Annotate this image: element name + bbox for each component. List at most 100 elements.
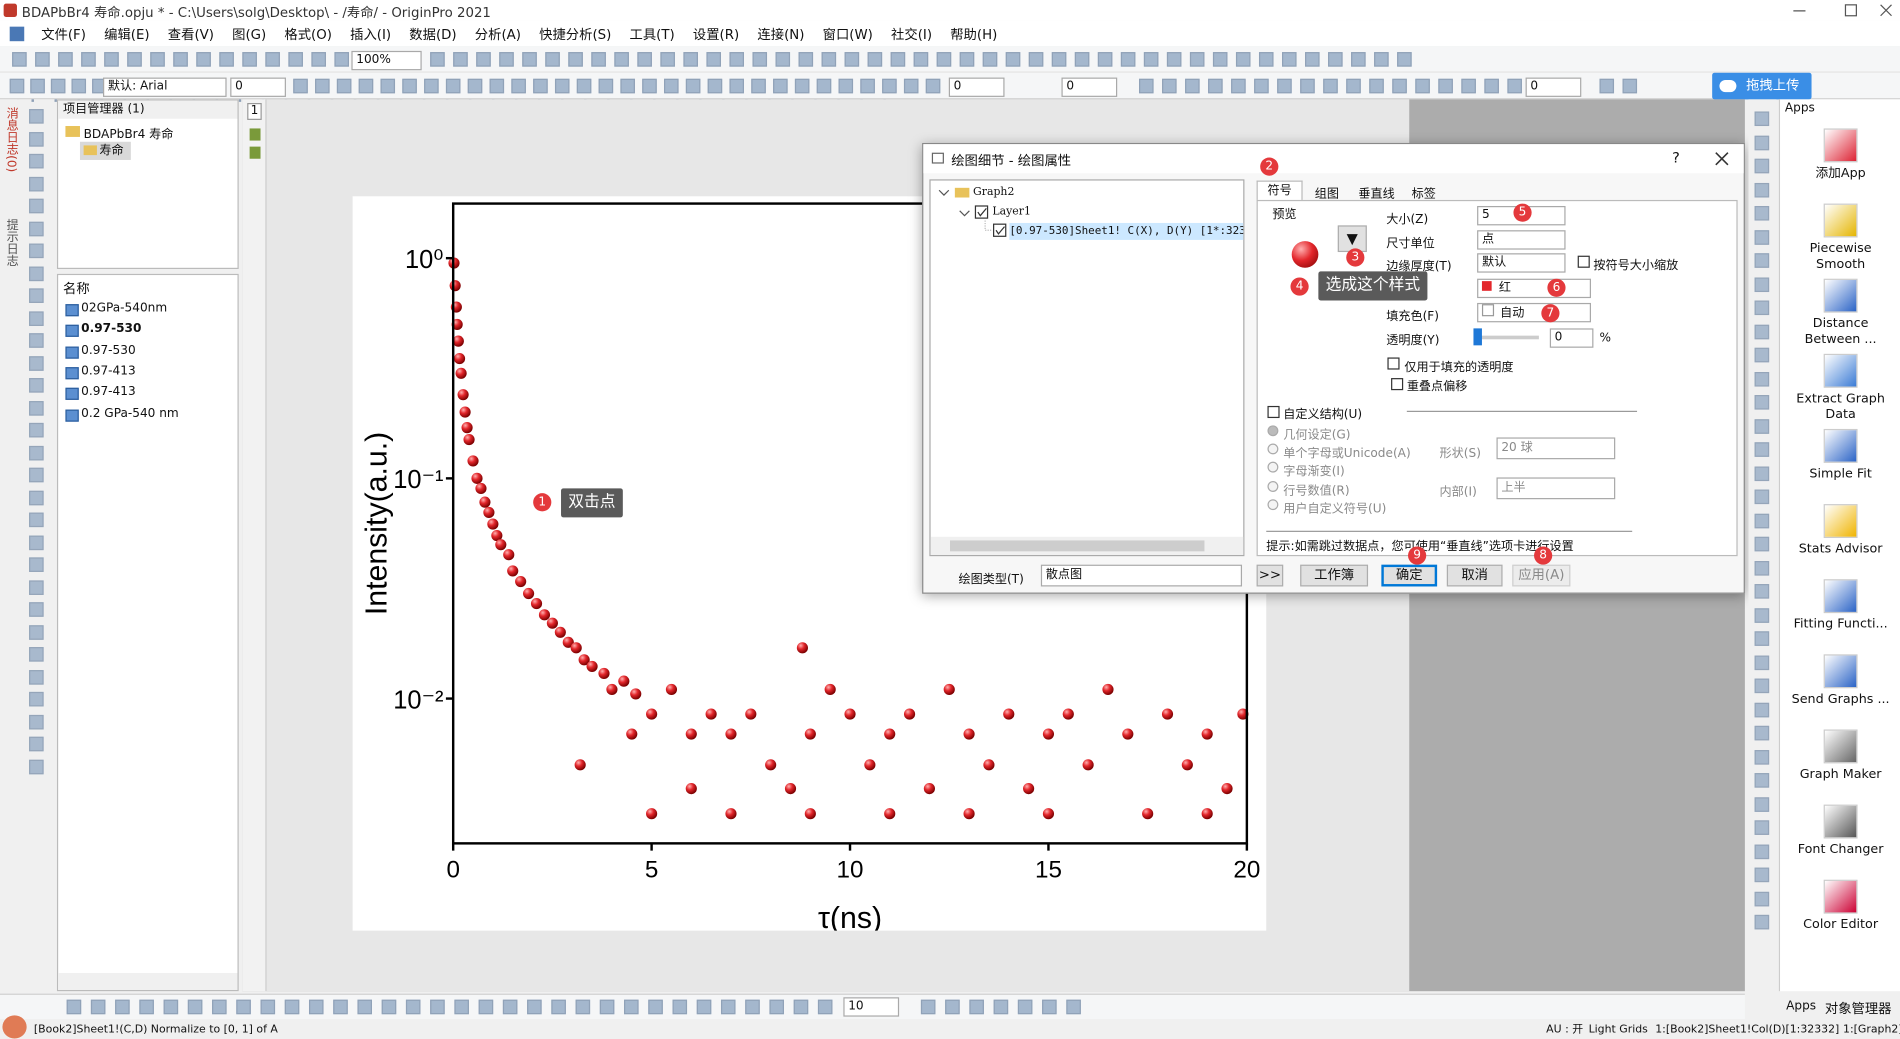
toolbar-icon[interactable] [1392, 78, 1407, 94]
tool-icon[interactable] [1754, 229, 1770, 245]
toolbar-icon[interactable] [867, 52, 883, 67]
toolbar-icon[interactable] [1066, 999, 1081, 1015]
toolbar-icon[interactable] [1484, 78, 1499, 94]
toolbar-icon[interactable] [1282, 52, 1297, 67]
toolbar-icon[interactable] [1162, 78, 1177, 94]
tool-icon[interactable] [1754, 607, 1770, 623]
toolbar-icon[interactable] [1139, 78, 1154, 94]
toolbar-icon[interactable] [745, 999, 760, 1015]
radio[interactable] [1267, 498, 1279, 510]
menu-item[interactable]: 快捷分析(S) [539, 26, 612, 42]
toolbar-icon[interactable] [334, 52, 349, 67]
scroll-thumb[interactable] [949, 540, 1205, 552]
toolbar-icon[interactable] [1074, 52, 1090, 67]
radio[interactable] [1267, 425, 1279, 437]
symbol-dropdown[interactable]: ▼ [1337, 225, 1367, 253]
toolbar-icon[interactable] [1277, 78, 1292, 94]
app-icon[interactable] [1823, 879, 1858, 914]
toolbar-icon[interactable] [936, 52, 952, 67]
toolbar-icon[interactable] [1369, 78, 1384, 94]
toolbar-icon[interactable] [1328, 52, 1343, 67]
toolbar-icon[interactable] [381, 999, 397, 1015]
app-label[interactable]: Stats Advisor [1798, 541, 1883, 557]
tool-icon[interactable] [29, 243, 44, 259]
toolbar-icon[interactable] [844, 52, 860, 67]
toolbar-icon[interactable] [620, 78, 635, 94]
upload-button[interactable]: 拖拽上传 [1712, 72, 1812, 100]
app-icon[interactable] [1823, 428, 1858, 463]
toolbar-icon[interactable] [817, 999, 833, 1015]
toolbar-icon[interactable] [1212, 52, 1228, 67]
toolbar-icon[interactable] [959, 52, 975, 67]
toolbar-icon[interactable] [238, 99, 242, 102]
toolbar-icon[interactable] [489, 78, 505, 94]
tool-icon[interactable] [29, 602, 44, 617]
toolbar-icon[interactable] [104, 52, 119, 67]
toolbar-icon[interactable] [467, 78, 483, 94]
tool-icon[interactable] [29, 579, 44, 595]
toolbar-icon[interactable] [127, 52, 142, 67]
tab[interactable]: 垂直线 [1358, 187, 1395, 202]
toolbar-icon[interactable] [769, 999, 784, 1015]
toolbar-icon[interactable] [445, 78, 461, 94]
tree-node[interactable]: Layer1 [992, 205, 1031, 219]
scrollbar[interactable] [930, 536, 1244, 555]
toolbar-icon[interactable] [903, 78, 919, 94]
app-icon[interactable] [1823, 729, 1858, 764]
toolbar-icon[interactable] [71, 78, 87, 94]
toolbar-icon[interactable] [1415, 78, 1430, 94]
toolbar-icon[interactable] [729, 52, 745, 67]
toolbar-icon[interactable] [683, 52, 698, 67]
toolbar-icon[interactable] [476, 52, 491, 67]
toolbar-icon[interactable] [454, 999, 469, 1015]
toolbar-icon[interactable] [860, 78, 875, 94]
toolbar-icon[interactable] [35, 52, 50, 67]
menu-item[interactable]: 工具(T) [629, 26, 675, 42]
app-icon[interactable] [1823, 804, 1858, 839]
name-item[interactable]: 0.97-530 [81, 322, 142, 337]
tool-icon[interactable] [1754, 135, 1770, 150]
more-button[interactable]: >> [1256, 564, 1284, 587]
toolbar-icon[interactable] [1622, 78, 1638, 94]
menu-item[interactable]: 窗口(W) [822, 26, 873, 42]
tool-icon[interactable] [1754, 371, 1770, 386]
tool-icon[interactable] [29, 265, 44, 281]
toolbar-icon[interactable] [1346, 78, 1361, 94]
app-label[interactable]: Simple Fit [1809, 466, 1872, 482]
tree-node[interactable]: [0.97-530]Sheet1! C(X), D(Y) [1*:32332* [1009, 222, 1244, 240]
left-tab[interactable]: 提示日志 [3, 218, 17, 267]
toolbar-icon[interactable] [1507, 78, 1522, 94]
field-box[interactable]: 0 [1061, 77, 1118, 97]
toolbar-icon[interactable] [816, 78, 832, 94]
toolbar-icon[interactable] [775, 52, 791, 67]
scrollbar[interactable] [58, 973, 238, 990]
app-icon[interactable] [1823, 504, 1858, 539]
toolbar-icon[interactable] [293, 78, 308, 94]
app-icon[interactable] [1823, 203, 1858, 238]
tool-icon[interactable] [29, 288, 44, 303]
toolbar-icon[interactable] [913, 52, 929, 67]
toolbar-icon[interactable] [236, 999, 251, 1015]
tool-icon[interactable] [1754, 513, 1770, 528]
toolbar-icon[interactable] [642, 78, 657, 94]
menu-item[interactable]: 分析(A) [474, 26, 521, 42]
toolbar-icon[interactable] [945, 999, 960, 1015]
tool-icon[interactable] [1754, 796, 1770, 812]
toolbar-icon[interactable] [1166, 52, 1182, 67]
toolbar-icon[interactable] [533, 78, 548, 94]
toolbar-icon[interactable] [648, 999, 663, 1015]
tool-icon[interactable] [1754, 749, 1770, 764]
name-item[interactable]: 0.97-530 [81, 343, 136, 357]
slider-thumb[interactable] [1473, 328, 1482, 346]
tab[interactable]: 组图 [1314, 187, 1339, 202]
app-label[interactable]: Fitting Functi... [1793, 616, 1888, 632]
tool-icon[interactable] [1754, 891, 1770, 906]
app-label[interactable]: Font Changer [1797, 842, 1884, 857]
toolbar-icon[interactable] [478, 999, 494, 1015]
transparency-spin[interactable]: 0 [1549, 328, 1594, 348]
toolbar-icon[interactable] [1300, 78, 1315, 94]
toolbar-icon[interactable] [1005, 52, 1021, 67]
toolbar-icon[interactable] [672, 999, 688, 1015]
menu-item[interactable]: 数据(D) [409, 26, 457, 42]
tool-icon[interactable] [1754, 395, 1770, 410]
